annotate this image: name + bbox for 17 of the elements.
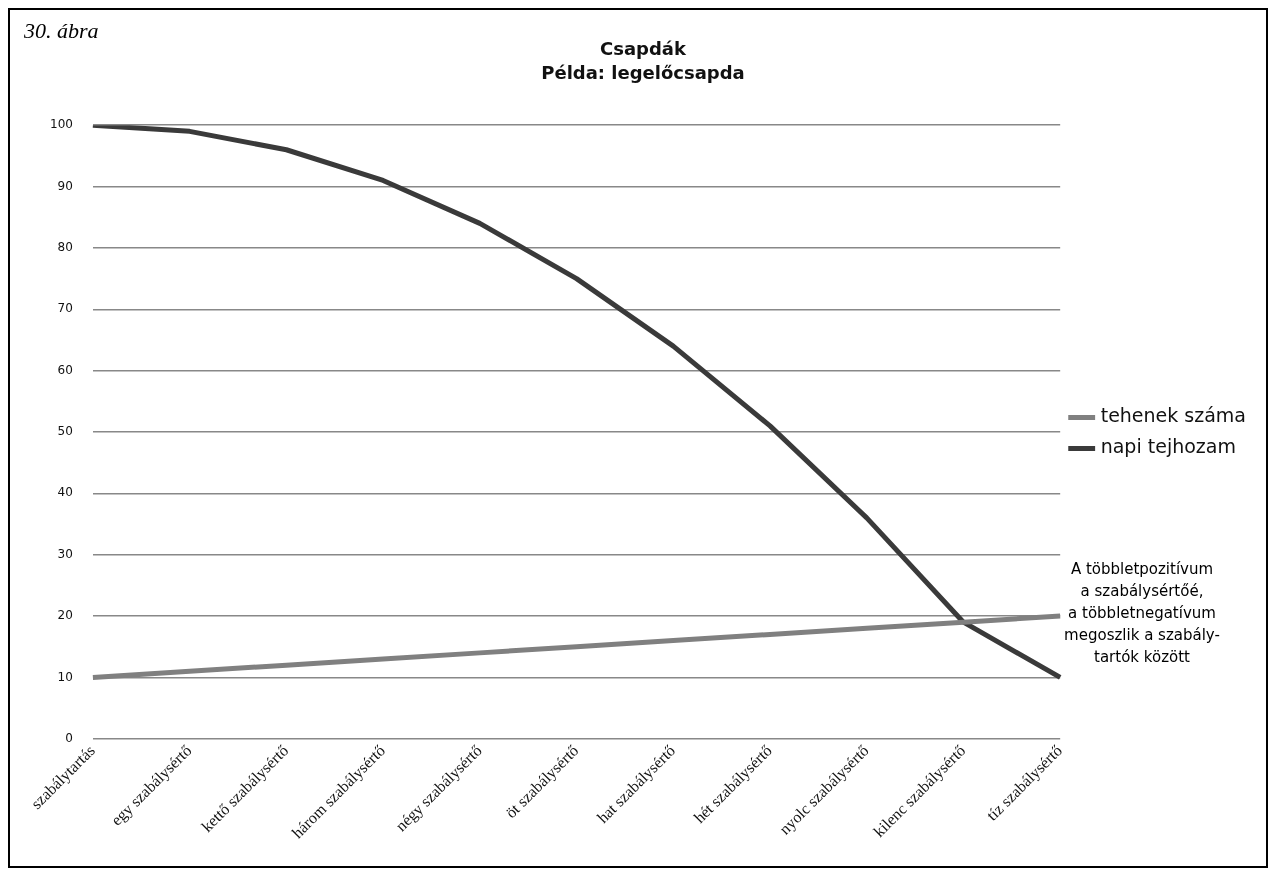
y-tick-label: 60 [57, 362, 73, 377]
y-tick-label: 70 [57, 301, 73, 316]
y-tick-label: 80 [57, 240, 73, 255]
text: A többletpozitívum a szabálysértőé, a többletnegatívum megoszlik a szabály- tartók között [1063, 559, 1221, 668]
y-tick-label: 50 [57, 424, 73, 439]
legend-label: tehenek száma [1100, 404, 1246, 427]
y-tick-label: 30 [57, 546, 73, 561]
y-tick-label: 90 [57, 178, 73, 193]
y-tick-label: 100 [50, 117, 73, 132]
y-tick-label: 40 [57, 485, 73, 500]
chart-title: Csapdák [600, 38, 687, 60]
text: 30. ábra [24, 18, 99, 44]
y-tick-label: 20 [57, 608, 73, 623]
chart-subtitle: Példa: legelőcsapda [541, 62, 745, 84]
legend-label: napi tejhozam [1100, 435, 1236, 458]
y-tick-label: 10 [57, 669, 73, 684]
y-tick-label: 0 [65, 730, 73, 745]
